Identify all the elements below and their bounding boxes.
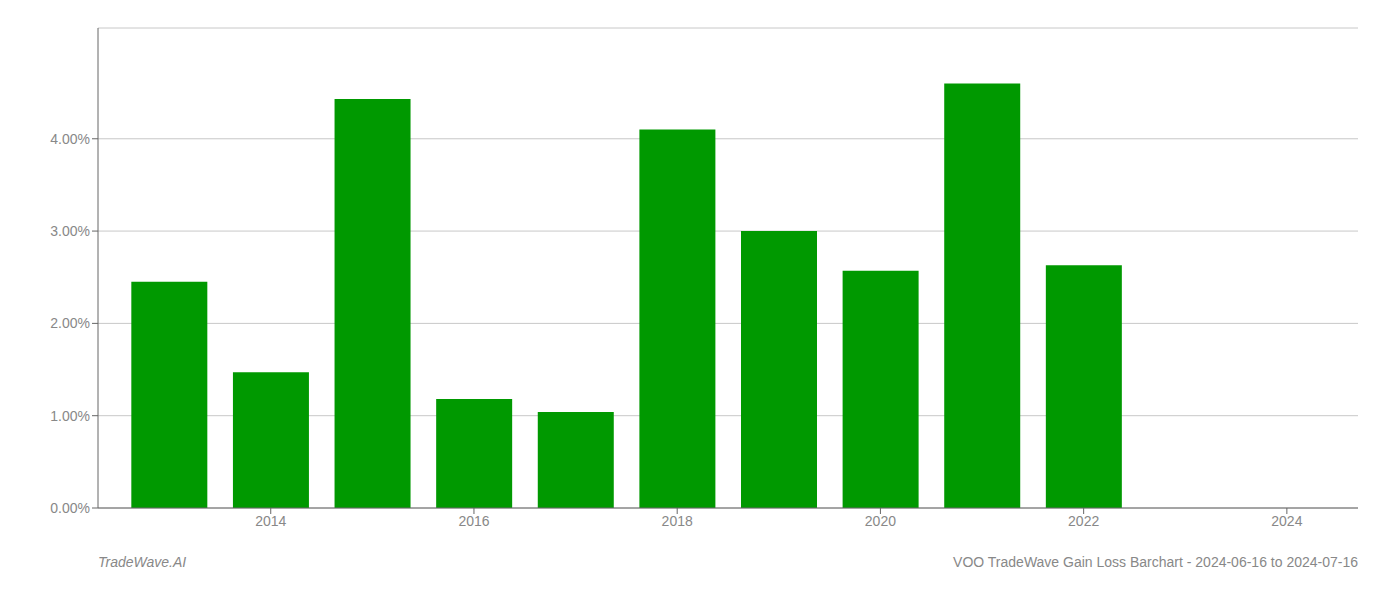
svg-text:4.00%: 4.00%: [50, 131, 90, 147]
svg-text:2014: 2014: [255, 513, 286, 529]
html-text:TradeWave.AI: TradeWave.AI: [98, 554, 187, 570]
html-text:VOO TradeWave Gain Loss Barcha: VOO TradeWave Gain Loss Barchart - 2024-…: [953, 554, 1358, 570]
svg-text:0.00%: 0.00%: [50, 500, 90, 516]
svg-text:3.00%: 3.00%: [50, 223, 90, 239]
svg-text:2018: 2018: [662, 513, 693, 529]
svg-text:2024: 2024: [1271, 513, 1302, 529]
svg-text:2.00%: 2.00%: [50, 315, 90, 331]
svg-text:2022: 2022: [1068, 513, 1099, 529]
svg-text:2020: 2020: [865, 513, 896, 529]
svg-text:2016: 2016: [458, 513, 489, 529]
svg-text:1.00%: 1.00%: [50, 408, 90, 424]
